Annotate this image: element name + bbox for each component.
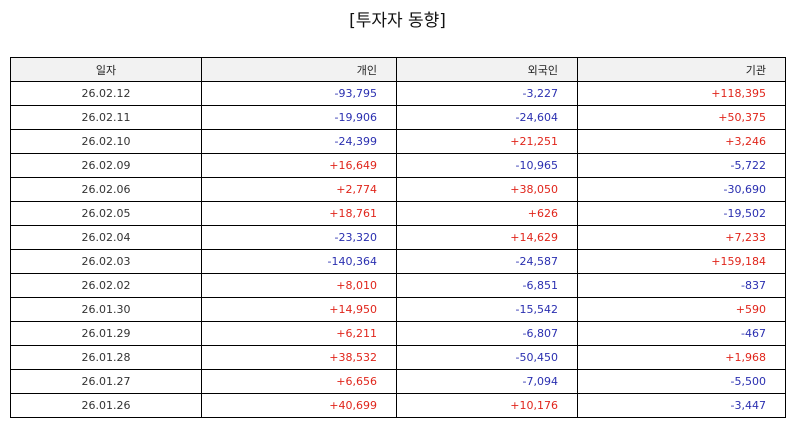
table-row: 26.02.09 +16,649 -10,965 -5,722 [10,153,786,178]
institution-cell: +118,395 [577,81,786,106]
foreign-cell: -24,604 [396,105,578,130]
individual-cell: +6,656 [201,369,397,394]
date-cell: 26.01.27 [10,369,202,394]
individual-cell: -19,906 [201,105,397,130]
date-cell: 26.02.09 [10,153,202,178]
date-cell: 26.01.28 [10,345,202,370]
date-cell: 26.02.05 [10,201,202,226]
table-row: 26.01.29 +6,211 -6,807 -467 [10,321,786,346]
table-body: 26.02.12 -93,795 -3,227 +118,395 26.02.11 -19… [10,81,786,418]
header-individual: 개인 [201,57,397,82]
foreign-cell: +626 [396,201,578,226]
foreign-cell: +14,629 [396,225,578,250]
table-row: 26.01.28 +38,532 -50,450 +1,968 [10,345,786,370]
foreign-cell: +38,050 [396,177,578,202]
foreign-cell: -7,094 [396,369,578,394]
date-cell: 26.01.29 [10,321,202,346]
individual-cell: +6,211 [201,321,397,346]
date-cell: 26.02.12 [10,81,202,106]
foreign-cell: +10,176 [396,393,578,418]
institution-cell: +50,375 [577,105,786,130]
individual-cell: +8,010 [201,273,397,298]
individual-cell: +18,761 [201,201,397,226]
foreign-cell: -6,807 [396,321,578,346]
table-row: 26.02.06 +2,774 +38,050 -30,690 [10,177,786,202]
individual-cell: +14,950 [201,297,397,322]
institution-cell: -30,690 [577,177,786,202]
foreign-cell: -6,851 [396,273,578,298]
investor-trend-table: 일자 개인 외국인 기관 26.02.12 -93,795 -3,227 +118,3… [10,57,786,418]
table-row: 26.02.10 -24,399 +21,251 +3,246 [10,129,786,154]
foreign-cell: -10,965 [396,153,578,178]
institution-cell: +7,233 [577,225,786,250]
header-foreign: 외국인 [396,57,578,82]
institution-cell: -837 [577,273,786,298]
table-row: 26.02.04 -23,320 +14,629 +7,233 [10,225,786,250]
foreign-cell: +21,251 [396,129,578,154]
table-row: 26.02.02 +8,010 -6,851 -837 [10,273,786,298]
foreign-cell: -3,227 [396,81,578,106]
foreign-cell: -15,542 [396,297,578,322]
institution-cell: +1,968 [577,345,786,370]
date-cell: 26.01.26 [10,393,202,418]
page-title: [투자자 동향] [349,11,446,31]
foreign-cell: -50,450 [396,345,578,370]
table-row: 26.01.27 +6,656 -7,094 -5,500 [10,369,786,394]
table-row: 26.01.26 +40,699 +10,176 -3,447 [10,393,786,418]
institution-cell: +159,184 [577,249,786,274]
institution-cell: -19,502 [577,201,786,226]
table-row: 26.02.11 -19,906 -24,604 +50,375 [10,105,786,130]
individual-cell: +40,699 [201,393,397,418]
individual-cell: +16,649 [201,153,397,178]
institution-cell: -5,722 [577,153,786,178]
table-row: 26.02.12 -93,795 -3,227 +118,395 [10,81,786,106]
date-cell: 26.02.10 [10,129,202,154]
individual-cell: +38,532 [201,345,397,370]
institution-cell: +3,246 [577,129,786,154]
individual-cell: -23,320 [201,225,397,250]
date-cell: 26.01.30 [10,297,202,322]
individual-cell: +2,774 [201,177,397,202]
date-cell: 26.02.06 [10,177,202,202]
foreign-cell: -24,587 [396,249,578,274]
institution-cell: -3,447 [577,393,786,418]
table-row: 26.01.30 +14,950 -15,542 +590 [10,297,786,322]
table-row: 26.02.05 +18,761 +626 -19,502 [10,201,786,226]
date-cell: 26.02.03 [10,249,202,274]
header-institution: 기관 [577,57,786,82]
institution-cell: -467 [577,321,786,346]
table-row: 26.02.03 -140,364 -24,587 +159,184 [10,249,786,274]
individual-cell: -93,795 [201,81,397,106]
individual-cell: -140,364 [201,249,397,274]
date-cell: 26.02.02 [10,273,202,298]
table-header-row: 일자 개인 외국인 기관 [10,57,786,82]
header-date: 일자 [10,57,202,82]
date-cell: 26.02.11 [10,105,202,130]
institution-cell: -5,500 [577,369,786,394]
institution-cell: +590 [577,297,786,322]
individual-cell: -24,399 [201,129,397,154]
date-cell: 26.02.04 [10,225,202,250]
